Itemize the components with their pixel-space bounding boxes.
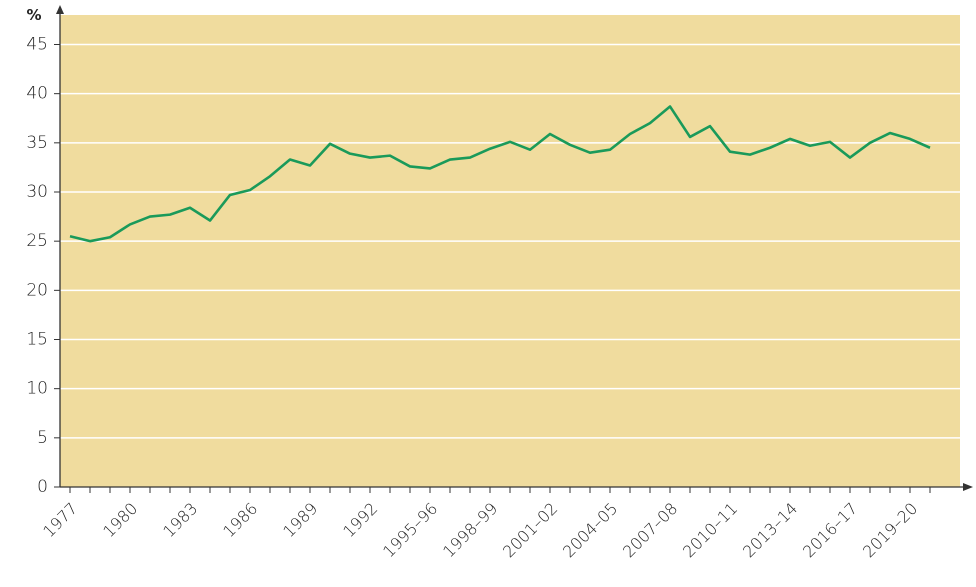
x-tick-label: 1986 [219, 499, 261, 541]
plot-background [60, 15, 960, 487]
x-tick-label: 1977 [39, 499, 81, 541]
y-tick-label: 25 [26, 231, 48, 251]
x-tick-label: 2007–08 [619, 499, 681, 561]
data-line [69, 105, 931, 243]
x-tick-label: 1995–96 [379, 499, 441, 561]
x-tick-label: 1998–99 [439, 499, 501, 561]
y-tick-label: 40 [26, 84, 48, 104]
x-tick-label: 2013–14 [739, 499, 801, 561]
y-tick-label: 30 [26, 182, 48, 202]
y-tick-label: 10 [26, 379, 48, 399]
x-tick-label: 2004–05 [559, 499, 621, 561]
x-tick-label: 1992 [339, 499, 381, 541]
x-tick-label: 2019–20 [859, 499, 921, 561]
x-tick-label: 1983 [159, 499, 201, 541]
y-tick-label: 15 [26, 330, 48, 350]
y-axis-label: % [26, 6, 41, 24]
x-tick-label: 1989 [279, 499, 321, 541]
y-tick-label: 5 [37, 428, 48, 448]
x-tick-label: 2010–11 [679, 499, 741, 561]
y-tick-label: 35 [26, 133, 48, 153]
x-tick-label: 2001–02 [499, 499, 561, 561]
y-axis-arrow [56, 5, 64, 14]
y-tick-label: 0 [37, 477, 48, 497]
y-tick-label: 20 [26, 280, 48, 300]
y-tick-label: 45 [26, 35, 48, 55]
x-tick-label: 2016–17 [799, 499, 861, 561]
x-tick-label: 1980 [99, 499, 141, 541]
x-axis-arrow [963, 483, 973, 491]
